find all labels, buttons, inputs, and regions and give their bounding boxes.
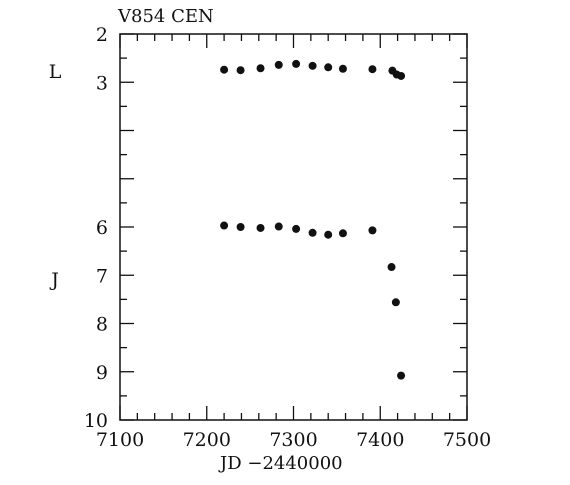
data-point-j [397, 371, 406, 380]
data-point-l [338, 64, 347, 73]
x-tick-label: 7500 [443, 429, 491, 451]
data-point-l [236, 66, 245, 75]
x-axis-label: JD −2440000 [218, 453, 343, 474]
x-tick-label: 7300 [269, 429, 317, 451]
band-label-l: L [49, 61, 62, 83]
data-point-l [274, 60, 283, 69]
x-tick-label: 7400 [356, 429, 404, 451]
data-point-l [292, 59, 301, 68]
band-label-j: J [49, 269, 59, 291]
x-tick-label: 7100 [96, 429, 144, 451]
data-point-l [324, 63, 333, 72]
data-point-j [292, 224, 301, 233]
chart-title: V854 CEN [117, 6, 214, 27]
data-point-l [397, 71, 406, 80]
x-tick-label: 7200 [183, 429, 231, 451]
x-tick-labels: 7100 7200 7300 7400 7500 [96, 429, 491, 451]
data-points [220, 59, 406, 380]
data-point-j [368, 226, 377, 235]
data-point-l [220, 65, 229, 74]
data-point-l [368, 65, 377, 74]
data-point-j [391, 298, 400, 307]
y-tick-label: 3 [96, 72, 108, 94]
data-point-j [274, 222, 283, 231]
data-point-l [308, 61, 317, 70]
data-point-j [256, 223, 265, 232]
y-ticks [120, 33, 467, 421]
data-point-l [256, 64, 265, 73]
y-tick-label: 7 [96, 265, 108, 287]
data-point-j [236, 223, 245, 231]
y-tick-label: 10 [84, 410, 108, 432]
data-point-j [338, 229, 347, 238]
y-tick-label: 2 [96, 24, 108, 46]
y-tick-labels: 2 3 6 7 8 9 10 [84, 24, 108, 432]
x-ticks [119, 34, 468, 420]
y-tick-label: 8 [96, 314, 108, 336]
data-point-j [220, 221, 229, 230]
y-tick-label: 9 [96, 362, 108, 384]
y-tick-label: 6 [96, 217, 108, 239]
data-point-j [308, 228, 317, 237]
data-point-j [324, 230, 333, 239]
data-point-j [387, 263, 396, 272]
